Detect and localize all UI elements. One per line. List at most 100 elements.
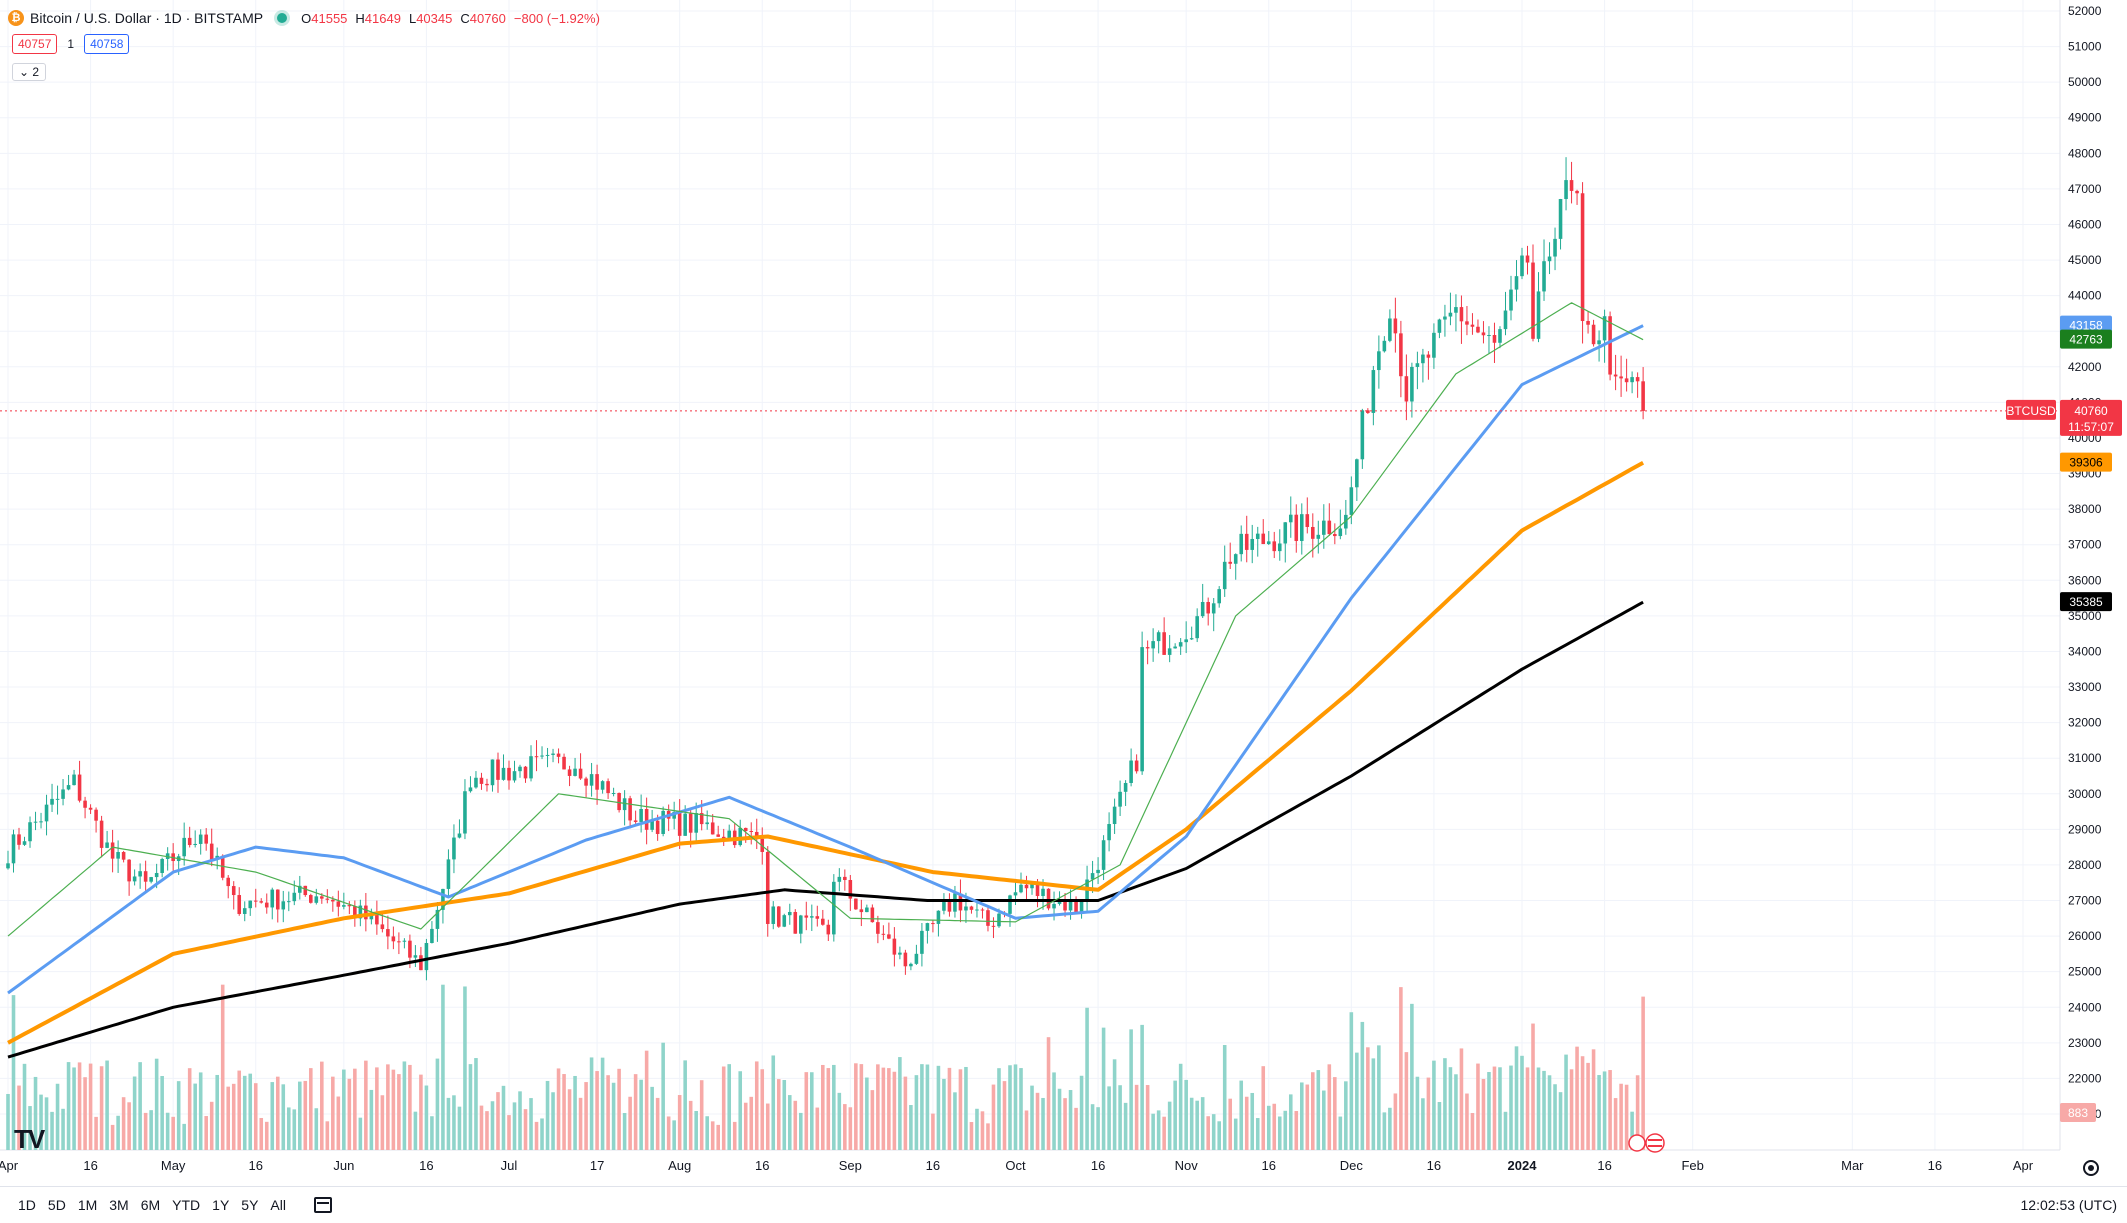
buy-price-button[interactable]: 40758 bbox=[84, 34, 130, 54]
candle-body bbox=[749, 831, 754, 833]
calendar-icon[interactable] bbox=[313, 1197, 332, 1213]
candle-body bbox=[859, 909, 864, 913]
candle-body bbox=[1277, 543, 1282, 552]
candle-body bbox=[231, 886, 236, 896]
volume-bar bbox=[248, 1073, 253, 1150]
x-tick-label: Jul bbox=[501, 1158, 518, 1173]
volume-bar bbox=[573, 1075, 577, 1150]
range-3m-button[interactable]: 3M bbox=[109, 1197, 129, 1213]
range-1m-button[interactable]: 1M bbox=[77, 1197, 98, 1213]
candle-body bbox=[1107, 824, 1111, 841]
volume-bar bbox=[903, 1076, 908, 1150]
y-tick-label: 22000 bbox=[2068, 1071, 2102, 1085]
candle-body bbox=[160, 858, 164, 873]
volume-bar bbox=[1068, 1090, 1073, 1150]
candle-body bbox=[61, 789, 65, 799]
range-5d-button[interactable]: 5D bbox=[47, 1197, 66, 1213]
candle-body bbox=[1366, 410, 1370, 413]
candle-body bbox=[1123, 782, 1128, 792]
candle-body bbox=[496, 759, 500, 780]
volume-bar bbox=[1178, 1063, 1183, 1150]
ma-price-label: 43158 bbox=[2069, 319, 2103, 333]
volume-value-tag bbox=[2060, 1103, 2096, 1122]
volume-bar bbox=[975, 1108, 979, 1150]
volume-bar bbox=[336, 1096, 341, 1150]
volume-bar bbox=[677, 1095, 682, 1150]
volume-bar bbox=[1635, 1075, 1640, 1150]
candle-body bbox=[391, 936, 396, 942]
candle-body bbox=[380, 924, 385, 930]
candle-body bbox=[936, 910, 941, 924]
volume-bar bbox=[1101, 1027, 1106, 1150]
volume-bar bbox=[375, 1067, 379, 1150]
candle-body bbox=[474, 777, 478, 788]
volume-bar bbox=[1487, 1072, 1491, 1150]
volume-bar bbox=[474, 1058, 478, 1150]
volume-bar bbox=[1222, 1045, 1227, 1150]
spread-value: 1 bbox=[67, 37, 75, 51]
volume-bar bbox=[1277, 1116, 1282, 1150]
candle-body bbox=[1520, 255, 1524, 277]
y-axis-labels: 2100022000230002400025000260002700028000… bbox=[2068, 4, 2102, 1121]
volume-bar bbox=[165, 1112, 170, 1150]
candle-body bbox=[1404, 376, 1409, 402]
candle-body bbox=[683, 813, 687, 836]
volume-bar bbox=[1002, 1081, 1007, 1150]
candle-body bbox=[468, 787, 473, 792]
volume-bar bbox=[727, 1064, 732, 1150]
candle-body bbox=[1079, 901, 1084, 913]
candle-body bbox=[402, 940, 407, 942]
volume-bar bbox=[1233, 1118, 1238, 1150]
candle-body bbox=[397, 941, 401, 943]
range-all-button[interactable]: All bbox=[270, 1197, 286, 1213]
volume-bar bbox=[397, 1074, 401, 1150]
volume-bar bbox=[149, 1110, 153, 1150]
candle-body bbox=[754, 831, 759, 839]
volume-bar bbox=[1228, 1098, 1233, 1150]
x-tick-label: Dec bbox=[1340, 1158, 1364, 1173]
indicators-toggle-button[interactable]: ⌄ 2 bbox=[12, 63, 47, 81]
volume-bar bbox=[611, 1082, 616, 1150]
candle-body bbox=[1200, 601, 1205, 617]
candle-body bbox=[83, 800, 87, 808]
volume-bar bbox=[1316, 1070, 1321, 1150]
candle-body bbox=[182, 837, 186, 857]
range-1y-button[interactable]: 1Y bbox=[212, 1197, 230, 1213]
volume-bar bbox=[1134, 1084, 1139, 1150]
candle-body bbox=[1206, 601, 1210, 614]
symbol-title[interactable]: Bitcoin / U.S. Dollar · 1D · BITSTAMP bbox=[30, 10, 264, 26]
price-chart[interactable]: 2100022000230002400025000260002700028000… bbox=[0, 0, 2127, 1186]
range-1d-button[interactable]: 1D bbox=[18, 1197, 36, 1213]
candle-body bbox=[248, 900, 253, 909]
candle-body bbox=[501, 767, 506, 780]
range-5y-button[interactable]: 5Y bbox=[241, 1197, 259, 1213]
volume-bar bbox=[1162, 1116, 1166, 1150]
x-tick-label: 16 bbox=[83, 1158, 97, 1173]
candle-body bbox=[1101, 840, 1106, 870]
candle-body bbox=[892, 938, 897, 955]
volume-bar bbox=[479, 1105, 484, 1150]
volume-bar bbox=[622, 1113, 627, 1150]
volume-bar bbox=[837, 1092, 842, 1150]
volume-bar bbox=[182, 1123, 186, 1150]
volume-bar bbox=[50, 1111, 54, 1150]
range-ytd-button[interactable]: YTD bbox=[172, 1197, 201, 1213]
candle-body bbox=[485, 783, 489, 786]
candle-body bbox=[303, 885, 308, 896]
tradingview-logo-icon[interactable]: TV bbox=[14, 1124, 45, 1154]
volume-bar bbox=[1410, 1003, 1414, 1150]
candle-body bbox=[66, 785, 71, 790]
volume-bar bbox=[1327, 1064, 1332, 1150]
volume-bar bbox=[1525, 1067, 1530, 1150]
candle-body bbox=[1525, 255, 1530, 263]
utc-clock[interactable]: 12:02:53 (UTC) bbox=[2020, 1197, 2117, 1213]
volume-bar bbox=[342, 1069, 346, 1150]
volume-bar bbox=[1118, 1085, 1122, 1150]
candle-body bbox=[529, 756, 533, 779]
candle-body bbox=[259, 901, 264, 903]
settings-gear-icon[interactable] bbox=[2083, 1160, 2099, 1176]
sell-price-button[interactable]: 40757 bbox=[12, 34, 58, 54]
range-6m-button[interactable]: 6M bbox=[140, 1197, 161, 1213]
candle-body bbox=[1514, 276, 1519, 290]
candle-body bbox=[1134, 760, 1139, 772]
